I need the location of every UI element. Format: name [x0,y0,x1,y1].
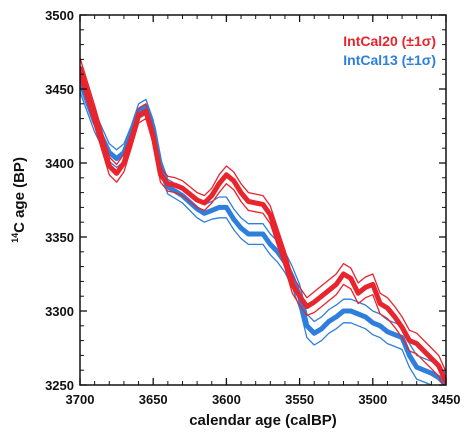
x-tick-label: 3500 [358,392,387,407]
y-tick-label: 3250 [45,378,74,393]
y-axis-title-text: C age (BP) [11,157,28,233]
series-line-intcal20-mean [80,65,446,385]
series-line-intcal20-upper [80,57,446,372]
legend: IntCal20 (±1σ) IntCal13 (±1σ) [343,33,436,68]
y-tick-label: 3400 [45,156,74,171]
y-tick-label: 3300 [45,304,74,319]
plot-frame [79,14,447,386]
x-axis-title: calendar age (calBP) [189,412,337,429]
x-tick-label: 3450 [432,392,461,407]
y-tick-label: 3500 [45,8,74,23]
legend-item-intcal13: IntCal13 (±1σ) [343,52,436,68]
x-tick-label: 3600 [212,392,241,407]
y-tick-label: 3450 [45,82,74,97]
x-tick-label: 3550 [285,392,314,407]
x-tick-label: 3700 [66,392,95,407]
series-layer [80,57,446,385]
y-axis-title-superscript: 14 [10,233,20,243]
y-axis-title: 14C age (BP) [10,157,28,243]
y-tick-label: 3350 [45,230,74,245]
legend-item-intcal20: IntCal20 (±1σ) [343,33,436,49]
ticks-layer: 3700 3650 3600 3550 3500 3450 3250 3300 3350 3400… [45,8,460,407]
x-tick-label: 3650 [139,392,168,407]
